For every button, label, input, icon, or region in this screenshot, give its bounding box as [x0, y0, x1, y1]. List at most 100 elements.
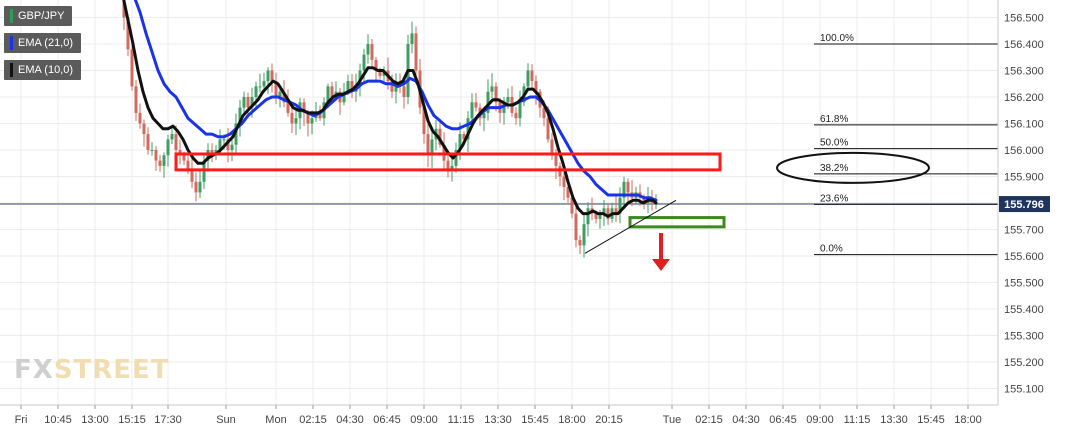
- candle-body: [626, 181, 630, 193]
- y-tick-label: 155.200: [1004, 357, 1044, 369]
- down-arrow-shaft: [659, 233, 663, 259]
- legend-label-ema10: EMA (10,0): [18, 64, 74, 76]
- candle-body: [234, 123, 238, 145]
- fib-label: 61.8%: [820, 114, 848, 125]
- candle-body: [502, 102, 506, 113]
- x-tick-label: 13:00: [81, 414, 109, 426]
- x-tick-label: Mon: [265, 414, 286, 426]
- x-tick-label: 15:15: [118, 414, 146, 426]
- x-tick-label: 09:00: [410, 414, 438, 426]
- fib-ellipse: [776, 151, 930, 184]
- legend-label-symbol: GBP/JPY: [18, 10, 65, 22]
- candle-body: [482, 112, 486, 119]
- candle-body: [150, 150, 154, 151]
- current-price-label: 155.796: [1004, 199, 1044, 211]
- legend-item-symbol[interactable]: GBP/JPY: [4, 6, 73, 26]
- x-tick-label: 10:45: [44, 414, 72, 426]
- legend-swatch-ema10: [10, 63, 13, 77]
- candle-body: [254, 86, 258, 97]
- candle-body: [614, 208, 618, 214]
- candle-body: [430, 139, 434, 156]
- candle-body: [402, 86, 406, 97]
- y-tick-label: 155.500: [1004, 278, 1044, 290]
- y-tick-label: 155.900: [1004, 172, 1044, 184]
- candle-body: [318, 112, 322, 119]
- candle-body: [250, 97, 254, 108]
- x-tick-label: 04:30: [732, 414, 760, 426]
- candle-body: [350, 81, 354, 92]
- candle-body: [458, 134, 462, 150]
- x-tick-label: 11:15: [844, 414, 871, 426]
- candle-body: [222, 139, 226, 141]
- candle-body: [262, 81, 266, 87]
- candle-body: [186, 160, 190, 172]
- x-tick-label: 18:00: [558, 414, 586, 426]
- y-tick-label: 156.200: [1004, 92, 1044, 104]
- candle-body: [390, 81, 394, 92]
- candle-body: [326, 86, 330, 103]
- candle-body: [554, 155, 558, 166]
- candle-body: [346, 81, 350, 92]
- x-tick-label: 06:45: [769, 414, 797, 426]
- candle-body: [462, 134, 466, 140]
- x-tick-label: 02:15: [695, 414, 723, 426]
- candle-body: [282, 91, 286, 103]
- candle-body: [534, 81, 538, 92]
- x-tick-label: Fri: [15, 414, 28, 426]
- candle-body: [438, 128, 442, 145]
- x-tick-label: 20:15: [595, 414, 623, 426]
- candle-body: [146, 134, 150, 150]
- candle-body: [162, 155, 166, 166]
- x-tick-label: Sun: [216, 414, 236, 426]
- candle-body: [190, 171, 194, 182]
- ema10-line: [122, 0, 658, 218]
- legend-swatch-ema21: [10, 36, 13, 50]
- watermark-street: STREET: [53, 355, 170, 385]
- x-tick-label: 04:30: [336, 414, 364, 426]
- candle-body: [470, 102, 474, 119]
- x-tick-label: 11:15: [448, 414, 475, 426]
- candle-body: [378, 70, 382, 76]
- grid: [0, 0, 998, 405]
- candle-body: [126, 17, 130, 50]
- candle-body: [530, 70, 534, 82]
- x-tick-label: 15:45: [917, 414, 945, 426]
- candle-body: [490, 86, 494, 92]
- candle-body: [526, 70, 530, 87]
- fib-label: 100.0%: [820, 33, 854, 44]
- candle-body: [134, 86, 138, 113]
- candle-body: [238, 107, 242, 124]
- y-tick-label: 156.000: [1004, 145, 1044, 157]
- candle-body: [366, 44, 370, 55]
- y-tick-label: 156.400: [1004, 39, 1044, 51]
- candle-body: [466, 118, 470, 140]
- fib-label: 38.2%: [820, 163, 848, 174]
- candle-body: [474, 102, 478, 108]
- candle-body: [410, 33, 414, 44]
- candle-body: [258, 86, 262, 88]
- candle-body: [174, 134, 178, 150]
- candle-body: [198, 181, 202, 193]
- candle-body: [506, 97, 510, 103]
- candle-body: [270, 70, 274, 82]
- candle-body: [226, 139, 230, 150]
- candle-body: [138, 112, 142, 124]
- candle-body: [574, 213, 578, 241]
- legend-item-ema21[interactable]: EMA (21,0): [4, 33, 82, 53]
- candle-body: [550, 139, 554, 156]
- y-tick-label: 155.400: [1004, 304, 1044, 316]
- candle-body: [278, 91, 282, 97]
- candle-body: [570, 197, 574, 214]
- candle-body: [154, 150, 158, 161]
- y-tick-label: 155.100: [1004, 384, 1044, 396]
- candle-body: [166, 139, 170, 156]
- candle-body: [562, 176, 566, 188]
- x-tick-label: 02:15: [299, 414, 327, 426]
- legend-item-ema10[interactable]: EMA (10,0): [4, 60, 82, 80]
- candle-body: [578, 240, 582, 246]
- x-tick-label: 06:45: [373, 414, 401, 426]
- candle-body: [122, 0, 126, 18]
- candle-body: [142, 123, 146, 135]
